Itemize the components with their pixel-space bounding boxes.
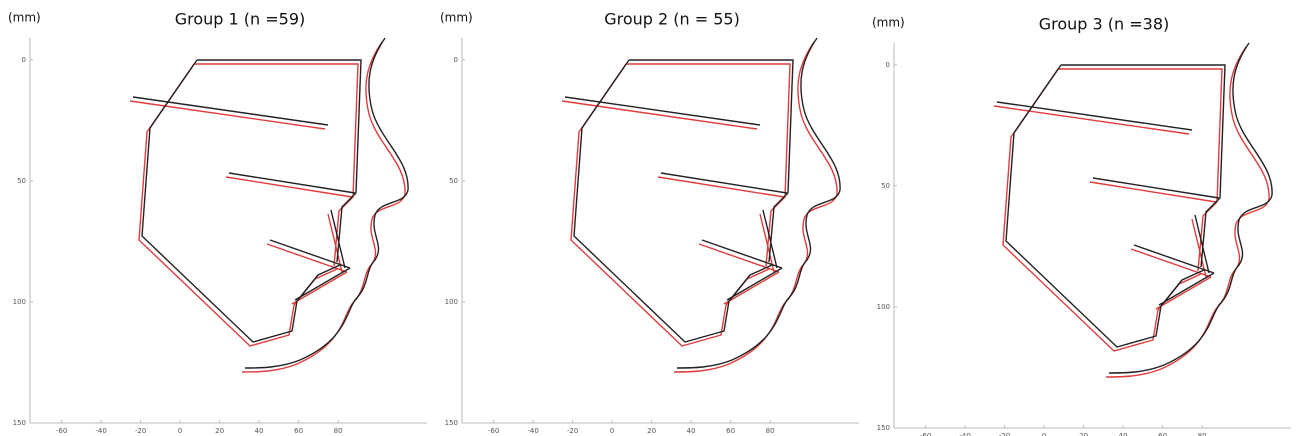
y-tick-label: 50 <box>881 182 890 190</box>
unit-label: (mm) <box>440 11 473 25</box>
panel: 0 50 100 150 -60 -40 -20 0 20 40 60 80 (mm) Group 1 (… <box>8 10 427 436</box>
y-tick-label: 0 <box>886 61 890 69</box>
x-tick-label: 80 <box>334 427 343 435</box>
y-tick-label: 0 <box>22 56 26 64</box>
x-tick-label: 40 <box>255 427 264 435</box>
x-tick-label: 0 <box>178 427 182 435</box>
panel-title: Group 2 (n = 55) <box>604 10 740 29</box>
x-tick-label: 60 <box>1158 432 1167 436</box>
x-tick-label: -60 <box>56 427 67 435</box>
profile-tracing <box>562 38 840 372</box>
panel: 0 50 100 150 -60 -40 -20 0 20 40 60 80 (mm) Group 3 (… <box>872 15 1291 436</box>
profile-tracing <box>994 43 1272 377</box>
x-tick-label: -40 <box>959 432 970 436</box>
x-tick-label: -40 <box>527 427 538 435</box>
unit-label: (mm) <box>8 11 41 25</box>
figure: 0 50 100 150 -60 -40 -20 0 20 40 60 80 (mm) Group 1 (… <box>0 0 1296 436</box>
unit-label: (mm) <box>872 16 905 30</box>
y-tick-label: 50 <box>449 177 458 185</box>
x-tick-label: -60 <box>488 427 499 435</box>
x-tick-label: 60 <box>294 427 303 435</box>
x-tick-label: 0 <box>1042 432 1046 436</box>
panel: 0 50 100 150 -60 -40 -20 0 20 40 60 80 (mm) Group 2 (… <box>440 10 859 436</box>
y-tick-label: 150 <box>13 419 26 427</box>
y-tick-label: 150 <box>445 419 458 427</box>
x-tick-label: 40 <box>1119 432 1128 436</box>
panel-title: Group 3 (n =38) <box>1039 15 1170 34</box>
x-tick-label: -20 <box>999 432 1010 436</box>
x-tick-label: 0 <box>610 427 614 435</box>
x-tick-label: 60 <box>726 427 735 435</box>
x-tick-label: -20 <box>567 427 578 435</box>
x-tick-label: 40 <box>687 427 696 435</box>
x-tick-label: -40 <box>95 427 106 435</box>
y-tick-label: 100 <box>877 303 890 311</box>
y-tick-label: 50 <box>17 177 26 185</box>
panel-title: Group 1 (n =59) <box>175 10 306 29</box>
y-tick-label: 100 <box>445 298 458 306</box>
x-tick-label: 20 <box>1079 432 1088 436</box>
x-tick-label: -60 <box>920 432 931 436</box>
x-tick-label: 80 <box>1198 432 1207 436</box>
y-tick-label: 0 <box>454 56 458 64</box>
y-tick-label: 150 <box>877 424 890 432</box>
profile-tracing <box>130 38 408 372</box>
x-tick-label: 20 <box>215 427 224 435</box>
x-tick-label: 20 <box>647 427 656 435</box>
y-tick-label: 100 <box>13 298 26 306</box>
x-tick-label: 80 <box>766 427 775 435</box>
x-tick-label: -20 <box>135 427 146 435</box>
